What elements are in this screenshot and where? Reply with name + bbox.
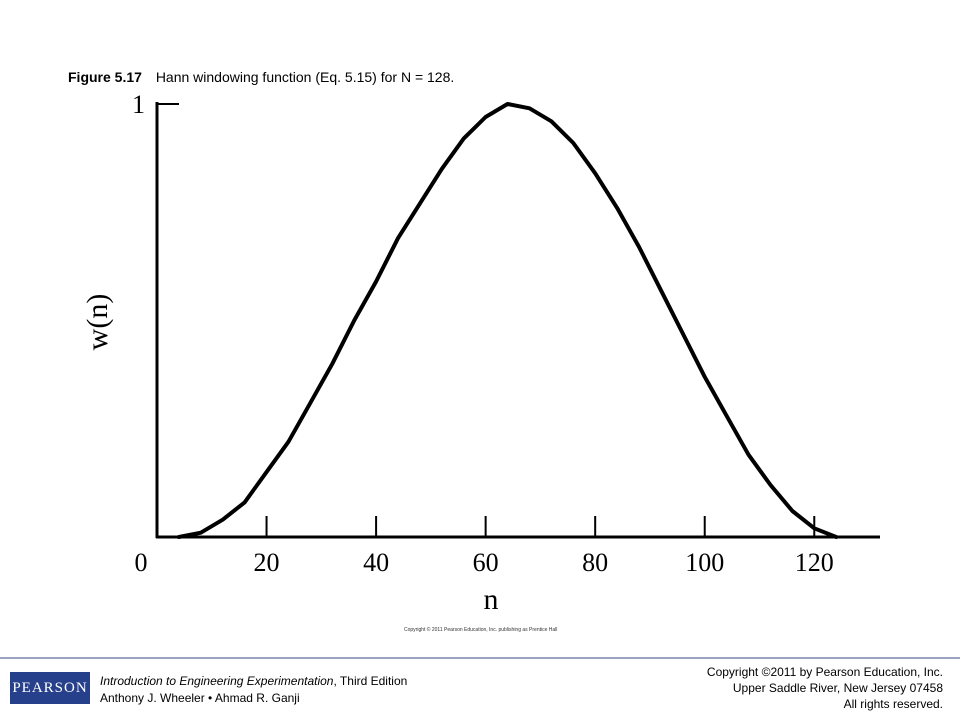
- pearson-logo: PEARSON: [10, 672, 90, 704]
- chart-plot-area: [176, 102, 839, 539]
- hann-window-chart: 1 0 20 40 60 80 100 120 n w(n): [81, 90, 880, 616]
- x-tick-label: 40: [363, 548, 389, 577]
- copyright-line-2: Upper Saddle River, New Jersey 07458: [732, 681, 943, 695]
- chart-ticks: [157, 103, 816, 537]
- figure-caption-text: Hann windowing function (Eq. 5.15) for N…: [155, 69, 455, 85]
- book-title: Introduction to Engineering Experimentat…: [100, 674, 334, 688]
- x-axis-label: n: [484, 583, 499, 616]
- footer-divider: [0, 657, 960, 659]
- chart-axes: [155, 102, 880, 539]
- x-tick-label: 0: [135, 548, 148, 577]
- chart-copyright-note: Copyright © 2011 Pearson Education, Inc.…: [404, 627, 558, 633]
- book-authors: Anthony J. Wheeler • Ahmad R. Ganji: [100, 691, 300, 705]
- x-tick-label: 20: [254, 548, 280, 577]
- book-edition: , Third Edition: [333, 674, 408, 688]
- hann-window-curve: [176, 102, 839, 539]
- x-tick-label: 100: [685, 548, 724, 577]
- copyright-line-3: All rights reserved.: [843, 697, 943, 711]
- chart-labels: 1 0 20 40 60 80 100 120 n w(n): [81, 90, 834, 616]
- copyright-block: Copyright ©2011 by Pearson Education, In…: [707, 664, 943, 712]
- x-tick-label: 80: [582, 548, 608, 577]
- book-info: Introduction to Engineering Experimentat…: [100, 673, 407, 707]
- figure-caption: Figure 5.17 Hann windowing function (Eq.…: [68, 69, 454, 85]
- figure-label: Figure 5.17: [68, 69, 142, 85]
- y-tick-label: 1: [132, 90, 145, 119]
- x-tick-label: 60: [473, 548, 499, 577]
- y-axis-label: w(n): [81, 294, 114, 351]
- copyright-line-1: Copyright ©2011 by Pearson Education, In…: [706, 665, 943, 679]
- x-tick-label: 120: [795, 548, 834, 577]
